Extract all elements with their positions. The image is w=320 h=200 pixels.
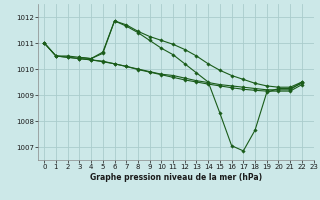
X-axis label: Graphe pression niveau de la mer (hPa): Graphe pression niveau de la mer (hPa)	[90, 173, 262, 182]
